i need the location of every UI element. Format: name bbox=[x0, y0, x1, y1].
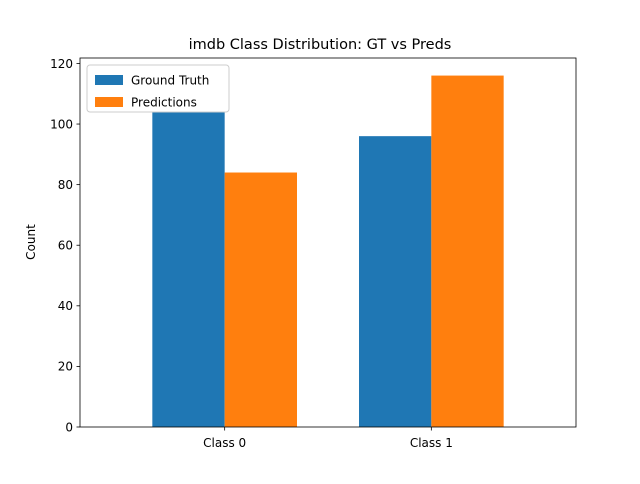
legend-swatch-predictions bbox=[95, 97, 123, 107]
plot-area: 0 20 40 60 80 100 120 Class 0 Class 1 bbox=[50, 57, 577, 450]
x-tick-label: Class 0 bbox=[203, 436, 246, 450]
y-tick-label: 80 bbox=[58, 178, 73, 192]
plot-frame bbox=[79, 57, 577, 428]
y-tick-label: 20 bbox=[58, 360, 73, 374]
y-tick-label: 60 bbox=[58, 239, 73, 253]
legend-label-ground-truth: Ground Truth bbox=[131, 74, 209, 88]
legend-label-predictions: Predictions bbox=[131, 96, 197, 110]
bar-predictions-class-1 bbox=[431, 75, 504, 428]
y-tick-label: 40 bbox=[58, 299, 73, 313]
legend: Ground Truth Predictions bbox=[86, 64, 230, 113]
y-tick-label: 100 bbox=[50, 117, 73, 131]
y-tick-label: 0 bbox=[65, 420, 73, 434]
legend-swatch-ground-truth bbox=[95, 75, 123, 85]
y-tick-label: 120 bbox=[50, 57, 73, 71]
y-axis-title: Count bbox=[24, 224, 38, 260]
chart-title: imdb Class Distribution: GT vs Preds bbox=[189, 37, 452, 53]
bar-ground-truth-class-0 bbox=[152, 111, 225, 427]
bar-predictions-class-0 bbox=[224, 172, 297, 427]
x-tick-label: Class 1 bbox=[410, 436, 453, 450]
bar-ground-truth-class-1 bbox=[359, 136, 432, 427]
